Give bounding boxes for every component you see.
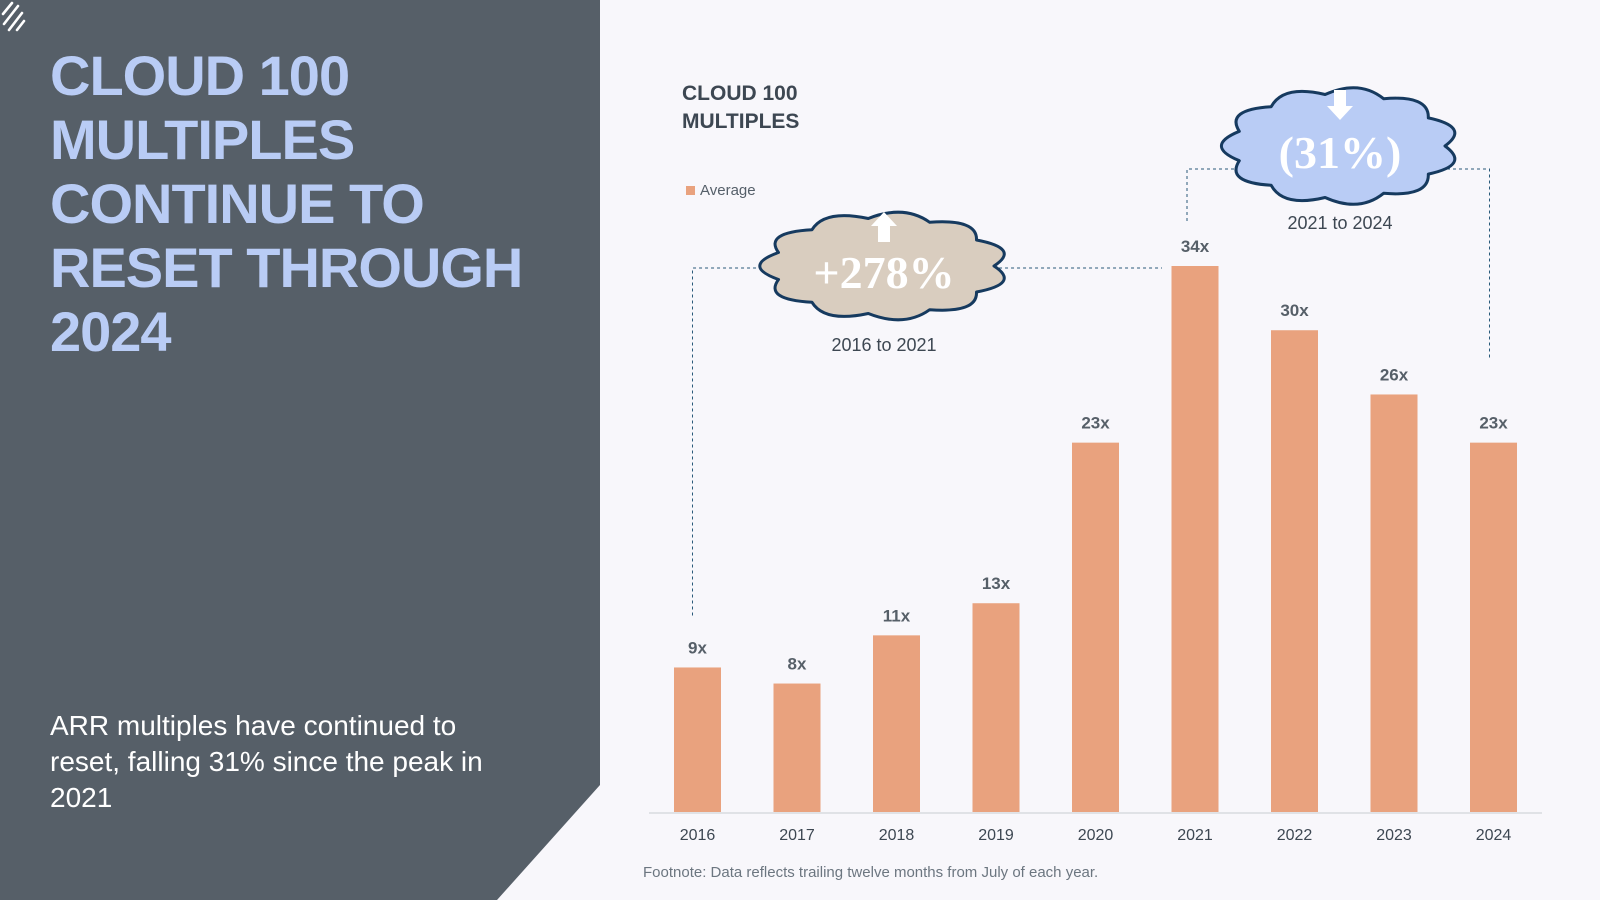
bar-value-label: 23x xyxy=(1081,414,1110,433)
headline-line: 2024 xyxy=(50,300,172,363)
chart-title: CLOUD 100 MULTIPLES xyxy=(682,80,799,136)
bar xyxy=(1470,442,1517,812)
chart-title-line: CLOUD 100 xyxy=(682,82,798,105)
chart-title-line: MULTIPLES xyxy=(682,110,800,133)
arrow-up-icon xyxy=(871,212,897,242)
annotation-cloud xyxy=(1219,86,1457,206)
annotation-bracket xyxy=(692,267,1162,616)
bar-value-label: 26x xyxy=(1380,365,1409,384)
bar xyxy=(1271,330,1318,812)
annotation-value: (31%) xyxy=(1279,127,1402,178)
bar-value-label: 34x xyxy=(1181,237,1210,256)
bar xyxy=(674,667,721,812)
legend-swatch xyxy=(686,186,695,195)
bar xyxy=(972,603,1020,812)
chart-legend: Average xyxy=(686,182,756,199)
bar-value-label: 11x xyxy=(883,606,911,625)
headline-line: CLOUD 100 xyxy=(50,44,350,107)
x-tick-label: 2016 xyxy=(680,827,716,844)
footnote: Footnote: Data reflects trailing twelve … xyxy=(643,864,1099,881)
x-tick-label: 2018 xyxy=(879,827,915,844)
bar xyxy=(773,683,821,812)
arrow-down-icon xyxy=(1327,90,1353,120)
headline-line: RESET THROUGH xyxy=(50,236,523,299)
bar-value-label: 8x xyxy=(788,655,807,674)
bar xyxy=(873,635,920,812)
annotation-caption: 2016 to 2021 xyxy=(831,335,936,355)
x-tick-label: 2023 xyxy=(1376,827,1412,844)
bar xyxy=(1072,442,1119,812)
x-tick-label: 2024 xyxy=(1476,827,1512,844)
annotation-value: +278% xyxy=(813,247,954,298)
headline-line: CONTINUE TO xyxy=(50,172,425,235)
bvp-slash-logo-icon xyxy=(1,1,26,32)
bar xyxy=(1370,394,1418,812)
x-tick-label: 2022 xyxy=(1277,827,1313,844)
panel-shape xyxy=(0,0,600,900)
annotation-cloud xyxy=(758,210,1006,322)
headline-line: MULTIPLES xyxy=(50,108,355,171)
headline: CLOUD 100 MULTIPLES CONTINUE TO RESET TH… xyxy=(50,44,570,364)
x-tick-label: 2017 xyxy=(779,827,815,844)
bar-value-label: 13x xyxy=(982,574,1011,593)
annotation-caption: 2021 to 2024 xyxy=(1287,213,1392,233)
x-tick-label: 2021 xyxy=(1177,827,1213,844)
x-tick-label: 2019 xyxy=(978,827,1014,844)
bar-value-label: 9x xyxy=(688,638,707,657)
left-panel: CLOUD 100 MULTIPLES CONTINUE TO RESET TH… xyxy=(0,0,600,900)
bar-value-label: 30x xyxy=(1280,301,1309,320)
x-tick-label: 2020 xyxy=(1078,827,1114,844)
subtext: ARR multiples have continued to reset, f… xyxy=(50,710,483,813)
bar xyxy=(1171,266,1219,812)
annotation-bracket xyxy=(1186,168,1490,359)
legend-label: Average xyxy=(700,182,756,199)
bar-value-label: 23x xyxy=(1479,414,1508,433)
